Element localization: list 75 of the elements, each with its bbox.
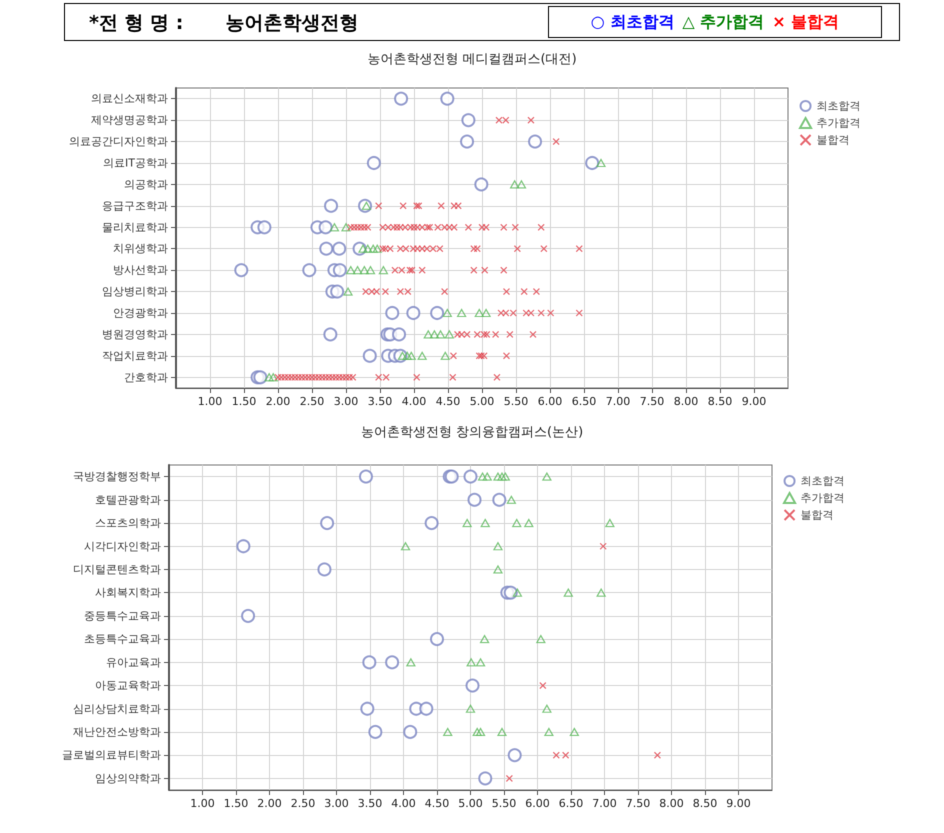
- text: × 불합격: [772, 12, 840, 31]
- y-tick-label: 의료신소재학과: [91, 92, 168, 106]
- x-tick-label: 4.50: [424, 797, 450, 810]
- y-tick-label: 임상의약학과: [95, 772, 161, 785]
- y-tick-label: 재난안전소방학과: [73, 725, 161, 738]
- x-tick-label: 7.00: [606, 395, 630, 408]
- text: *전 형 명 :: [89, 12, 184, 34]
- x-tick-label: 5.00: [458, 797, 483, 810]
- text: ○ 최초합격: [590, 12, 674, 31]
- x-tick-label: 5.50: [492, 797, 516, 810]
- x-tick-label: 4.50: [436, 395, 460, 408]
- y-tick-label: 사회복지학과: [95, 586, 161, 600]
- x-tick-label: 2.50: [290, 797, 316, 810]
- y-tick-label: 국방경찰행정학부: [73, 470, 161, 484]
- chart-title: 농어촌학생전형 메디컬캠퍼스(대전): [367, 52, 577, 67]
- y-tick-label: 안경광학과: [113, 306, 168, 320]
- x-tick-label: 6.50: [558, 797, 584, 810]
- x-tick-label: 3.50: [358, 797, 382, 810]
- x-tick-label: 1.50: [224, 797, 248, 810]
- text: △ 추가합격: [682, 12, 764, 31]
- x-tick-label: 8.50: [708, 395, 732, 408]
- legend-label: 최초합격: [800, 474, 845, 488]
- x-tick-label: 7.50: [626, 797, 650, 810]
- y-tick-label: 치위생학과: [113, 242, 168, 256]
- x-tick-label: 2.00: [257, 797, 282, 810]
- y-tick-label: 호텔관광학과: [95, 493, 161, 506]
- x-tick-label: 8.00: [659, 797, 684, 810]
- y-tick-label: 의료공간디자인학과: [69, 135, 168, 148]
- x-tick-label: 3.50: [368, 395, 392, 408]
- legend-label: 추가합격: [800, 492, 845, 504]
- legend-label: 최초합격: [816, 100, 861, 112]
- x-tick-label: 6.00: [538, 395, 562, 408]
- y-tick-label: 간호학과: [124, 370, 168, 384]
- y-tick-label: 응급구조학과: [102, 199, 168, 212]
- y-tick-label: 유아교육과: [106, 656, 161, 669]
- y-tick-label: 병원경영학과: [102, 328, 168, 341]
- y-tick-label: 디지털콘텐츠학과: [73, 562, 161, 576]
- y-tick-label: 스포츠의학과: [95, 516, 161, 530]
- x-tick-label: 3.00: [324, 797, 349, 810]
- y-tick-label: 의공학과: [124, 178, 168, 191]
- x-tick-label: 4.00: [391, 797, 416, 810]
- y-tick-label: 초등특수교육과: [84, 632, 161, 646]
- chart-title: 농어촌학생전형 창의융합캠퍼스(논산): [360, 425, 584, 440]
- y-tick-label: 의료IT공학과: [103, 156, 168, 170]
- x-tick-label: 1.50: [232, 395, 256, 408]
- y-tick-label: 글로벌의료뷰티학과: [62, 748, 161, 762]
- x-tick-label: 6.00: [525, 797, 550, 810]
- legend-label: 불합격: [800, 508, 834, 522]
- x-tick-label: 9.00: [742, 395, 766, 408]
- y-tick-label: 방사선학과: [113, 264, 168, 277]
- x-tick-label: 6.50: [572, 395, 596, 408]
- x-tick-label: 5.50: [504, 395, 528, 408]
- y-tick-label: 심리상담치료학과: [73, 702, 161, 716]
- x-tick-label: 8.50: [692, 797, 718, 810]
- y-tick-label: 시각디자인학과: [84, 540, 161, 553]
- y-tick-label: 물리치료학과: [102, 220, 168, 234]
- x-tick-label: 5.00: [470, 395, 494, 408]
- y-tick-label: 아동교육학과: [95, 679, 161, 692]
- x-tick-label: 9.00: [726, 797, 751, 810]
- y-tick-label: 중등특수교육과: [84, 609, 161, 622]
- x-tick-label: 2.50: [300, 395, 324, 408]
- x-tick-label: 3.00: [334, 395, 358, 408]
- x-tick-label: 1.00: [190, 797, 215, 810]
- x-tick-label: 7.00: [592, 797, 617, 810]
- x-tick-label: 2.00: [266, 395, 290, 408]
- text: 농어촌학생전형: [225, 12, 358, 34]
- y-tick-label: 제약생명공학과: [91, 114, 168, 127]
- x-tick-label: 8.00: [674, 395, 698, 408]
- y-tick-label: 작업치료학과: [102, 349, 168, 362]
- legend-label: 추가합격: [816, 116, 861, 130]
- y-tick-label: 임상병리학과: [102, 285, 168, 298]
- x-tick-label: 4.00: [402, 395, 426, 408]
- x-tick-label: 1.00: [198, 395, 222, 408]
- x-tick-label: 7.50: [640, 395, 664, 408]
- legend-label: 불합격: [816, 134, 850, 146]
